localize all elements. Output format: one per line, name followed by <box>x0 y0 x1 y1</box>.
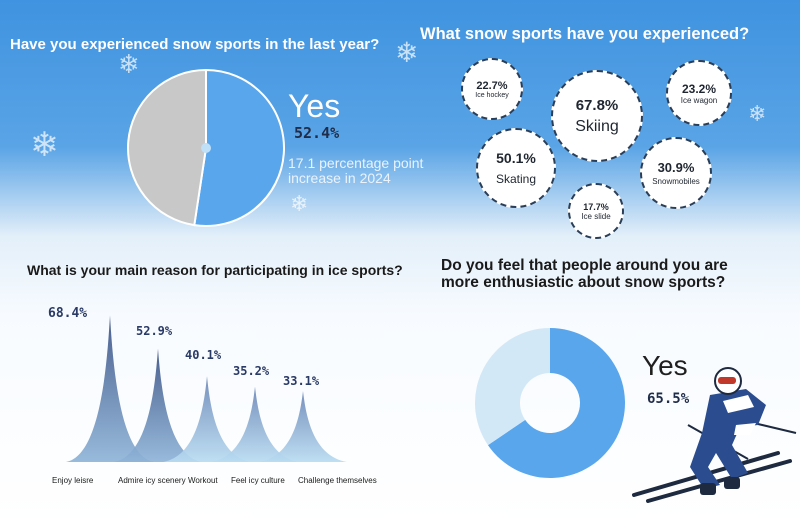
section2-title: What snow sports have you experienced? <box>420 25 750 43</box>
bubble-ice-slide: 17.7% Ice slide <box>568 183 624 239</box>
section4-title-line1: Do you feel that people around you are <box>441 257 728 274</box>
donut-slice-yes <box>487 328 625 478</box>
peak-mark-2 <box>114 348 202 462</box>
bubble-label: Ice wagon <box>680 95 718 105</box>
bubble-value: 17.7% <box>583 201 609 212</box>
yes-value-2: 65.5% <box>647 391 690 407</box>
yes-value: 52.4% <box>294 124 340 142</box>
snowflake-icon: ❄ <box>290 192 309 217</box>
peak-value-2: 52.9% <box>136 324 173 338</box>
peak-mark-5 <box>259 391 347 462</box>
bubble-snowmobiles: 30.9% Snowmobiles <box>640 137 712 209</box>
peak-value-1: 68.4% <box>48 306 88 321</box>
section1-title: Have you experienced snow sports in the … <box>10 36 380 53</box>
snowflake-icon: ❄ <box>118 50 140 80</box>
bubble-label: Skiing <box>575 117 619 135</box>
yes-label-2: Yes <box>642 350 688 381</box>
bubble-ice-hockey: 22.7% Ice hockey <box>461 58 523 120</box>
reason-label-5: Challenge themselves <box>298 476 377 485</box>
yes-label: Yes <box>288 88 341 124</box>
bubble-ice-wagon: 23.2% Ice wagon <box>666 60 732 126</box>
reason-label-1: Enjoy leisre <box>52 476 94 485</box>
peak-value-5: 33.1% <box>283 374 320 388</box>
bubble-label: Ice hockey <box>475 91 509 99</box>
reason-label-2: Admire icy scenery <box>118 476 186 485</box>
enthusiasm-donut-chart <box>475 328 625 478</box>
bubble-skiing: 67.8% Skiing <box>551 70 643 162</box>
reason-label-4: Feel icy culture <box>231 476 285 485</box>
peak-value-4: 35.2% <box>233 364 270 378</box>
snowflake-icon: ❄ <box>395 36 419 69</box>
reason-label-3: Workout <box>188 476 218 485</box>
peak-value-3: 40.1% <box>185 348 222 362</box>
bubble-value: 30.9% <box>657 160 695 175</box>
bubble-label: Snowmobiles <box>652 177 700 186</box>
increase-note: 17.1 percentage point increase in 2024 <box>288 155 424 186</box>
skier-illustration <box>632 367 797 503</box>
section3-title: What is your main reason for participati… <box>27 262 403 278</box>
bubble-value: 67.8% <box>575 96 619 114</box>
bubble-label: Ice slide <box>581 211 611 221</box>
bubble-label: Skating <box>495 172 537 186</box>
pie-center-dot <box>201 143 211 153</box>
section4-title-line2: more enthusiastic about snow sports? <box>441 274 726 291</box>
reasons-peak-chart <box>66 315 347 462</box>
bubble-value: 23.2% <box>681 81 717 96</box>
peak-mark-1 <box>66 315 154 462</box>
bubble-skating: 50.1% Skating <box>476 128 556 208</box>
snowflake-icon: ❄ <box>30 125 59 165</box>
experienced-pie-chart <box>127 68 285 227</box>
pie-slice-yes <box>193 68 285 227</box>
pie-slice-other <box>127 68 207 227</box>
snowflake-icon: ❄ <box>748 102 767 127</box>
bubble-value: 22.7% <box>476 79 508 92</box>
peak-mark-4 <box>211 386 299 462</box>
bubble-value: 50.1% <box>496 150 536 166</box>
donut-slice-other <box>475 328 550 446</box>
peak-mark-3 <box>163 376 251 462</box>
